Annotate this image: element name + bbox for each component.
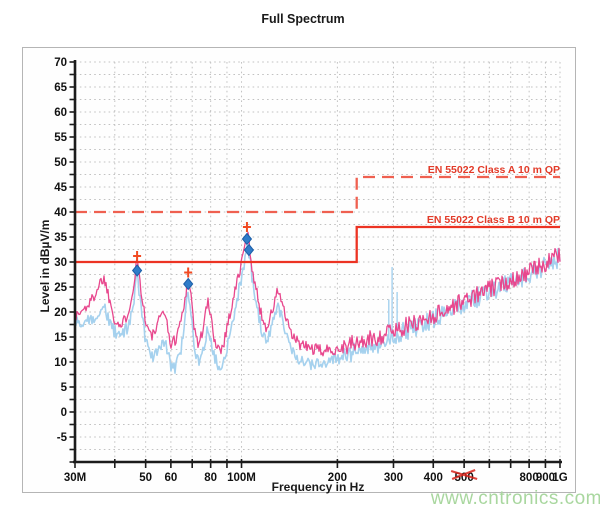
x-tick-label: 50 [139,472,152,484]
y-tick-label: 25 [54,282,67,294]
y-tick-label: 10 [54,357,67,369]
red-scribble-annotation [450,468,478,481]
y-tick-label: 55 [54,132,67,144]
x-tick-label: 100M [227,472,256,484]
y-tick-label: 5 [61,382,68,394]
y-tick-label: 50 [54,157,67,169]
y-tick-label: 45 [54,182,67,194]
peak-marker-diamond [241,232,253,246]
y-tick-label: 15 [54,332,67,344]
x-tick-label: 80 [204,472,217,484]
y-axis-title: Level in dBµV/m [38,219,52,313]
peak-marker-cross [184,267,193,278]
qp-trace-pink [74,231,561,357]
y-tick-label: 40 [54,207,67,219]
x-tick-label: 400 [424,472,443,484]
x-tick-label: 500 [455,472,474,484]
y-tick-label: 30 [54,257,67,269]
x-axis-title: Frequency in Hz [271,480,365,494]
limit-line-label-class-a: EN 55022 Class A 10 m QP [428,164,560,176]
y-tick-label: 60 [54,107,67,119]
x-tick-label: 60 [164,472,177,484]
peak-marker-cross [133,251,142,261]
peak-trace-blue [74,244,561,374]
y-tick-label: 0 [61,407,67,419]
limit-line-class-b [75,225,560,264]
y-tick-label: 70 [54,57,67,69]
y-tick-label: 65 [54,82,67,94]
x-tick-label: 800 [520,472,539,484]
peak-marker-diamond [243,243,255,257]
x-tick-label: 30M [64,472,86,484]
chart-title: Full Spectrum [261,12,345,26]
peak-marker-diamond [183,277,194,291]
watermark: www.cntronics.com [430,488,600,509]
y-tick-label: -5 [57,432,68,444]
x-tick-label: 200 [328,472,347,484]
x-tick-label: 900 [536,472,555,484]
limit-line-class-a [75,175,560,214]
x-tick-label: 1G [552,472,567,484]
peak-marker-diamond [131,264,143,277]
peak-marker-cross [242,222,251,232]
limit-line-label-class-b: EN 55022 Class B 10 m QP [427,214,560,226]
y-tick-label: 20 [54,307,67,319]
y-tick-label: 35 [54,232,67,244]
x-tick-label: 300 [384,472,403,484]
